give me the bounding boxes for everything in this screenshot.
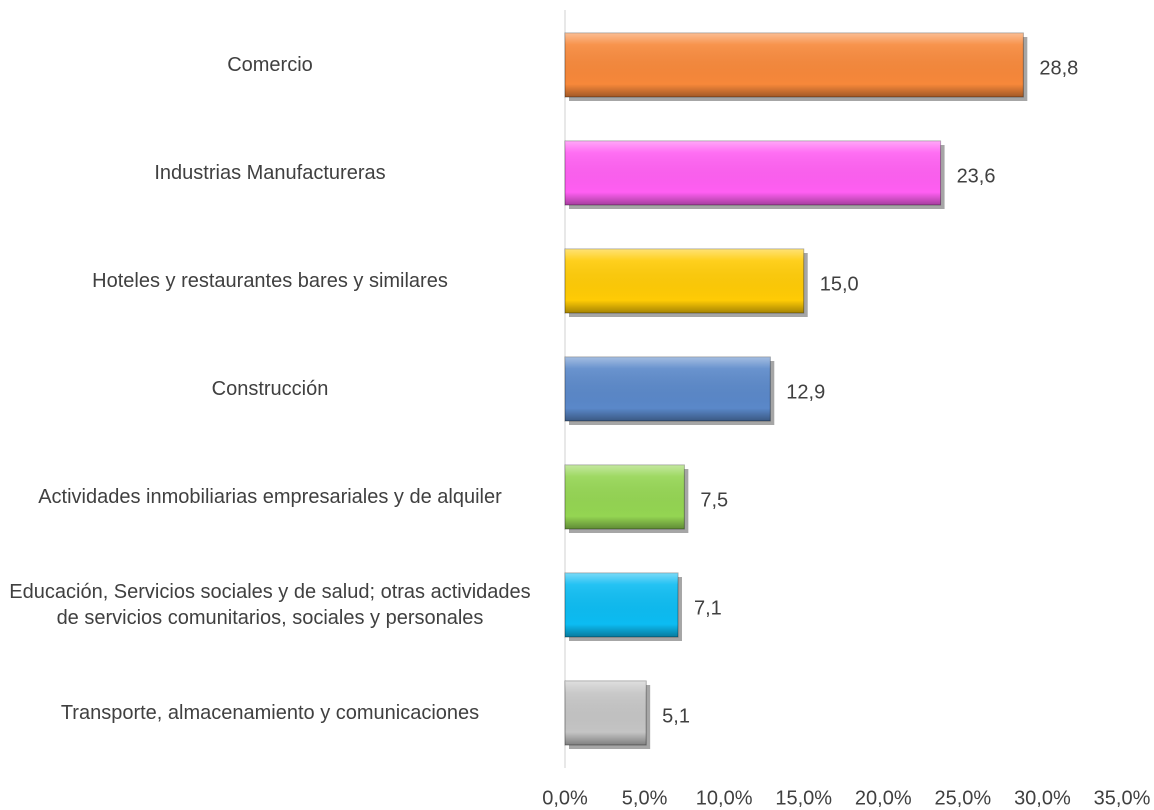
data-label: 5,1	[662, 705, 690, 727]
x-tick-label: 10,0%	[696, 787, 753, 809]
data-label: 7,5	[700, 489, 728, 511]
bar-bevel	[565, 573, 678, 637]
x-tick-label: 20,0%	[855, 787, 912, 809]
bar-group	[564, 464, 689, 533]
category-label: Actividades inmobiliarias empresariales …	[38, 486, 502, 508]
bar-group	[564, 572, 682, 641]
x-tick-label: 5,0%	[622, 787, 668, 809]
bar-group	[564, 32, 1028, 101]
category-label: Industrias Manufactureras	[154, 162, 386, 184]
bar-group	[564, 680, 651, 749]
bar-bevel	[565, 33, 1024, 97]
category-label: Comercio	[227, 54, 313, 76]
data-label: 23,6	[957, 165, 996, 187]
data-label: 12,9	[786, 381, 825, 403]
category-label: Hoteles y restaurantes bares y similares	[92, 270, 448, 292]
data-label: 28,8	[1039, 57, 1078, 79]
bar-group	[564, 140, 945, 209]
bar-bevel	[565, 249, 804, 313]
bar-group	[564, 356, 775, 425]
x-tick-label: 0,0%	[542, 787, 588, 809]
x-tick-label: 35,0%	[1094, 787, 1151, 809]
data-label: 7,1	[694, 597, 722, 619]
bar-bevel	[565, 681, 647, 745]
x-tick-label: 25,0%	[934, 787, 991, 809]
bar-bevel	[565, 465, 685, 529]
x-tick-label: 15,0%	[775, 787, 832, 809]
bar-bevel	[565, 141, 941, 205]
x-tick-label: 30,0%	[1014, 787, 1071, 809]
category-label: Construcción	[211, 378, 329, 400]
data-label: 15,0	[820, 273, 859, 295]
category-label: Transporte, almacenamiento y comunicacio…	[60, 702, 480, 724]
category-label: Educación, Servicios sociales y de salud…	[9, 581, 531, 629]
bar-group	[564, 248, 808, 317]
bar-bevel	[565, 357, 771, 421]
